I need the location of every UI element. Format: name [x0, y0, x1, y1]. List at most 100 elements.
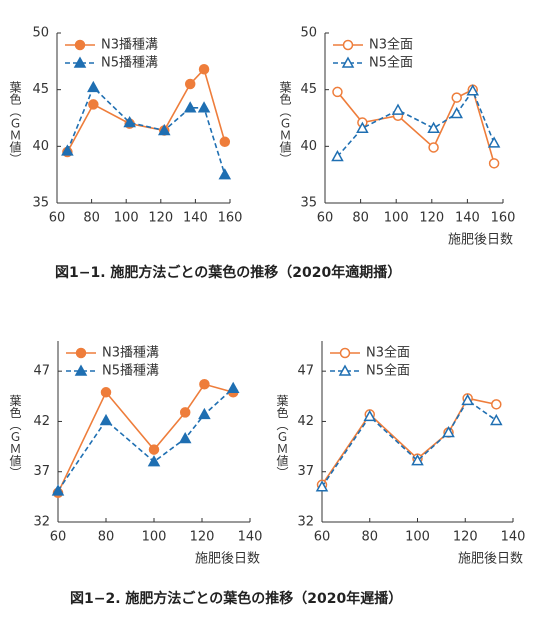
- legend-marker: [339, 347, 351, 359]
- point: [157, 123, 171, 136]
- point: [88, 99, 99, 110]
- point: [226, 381, 240, 394]
- point: [451, 92, 462, 103]
- point: [199, 378, 210, 390]
- legend-marker: [73, 56, 87, 68]
- point: [148, 444, 160, 455]
- point: [147, 455, 161, 467]
- point: [218, 168, 232, 180]
- x-tick-label: 60: [50, 530, 67, 545]
- y-tick-label: 35: [32, 196, 49, 211]
- point: [198, 64, 210, 75]
- x-tick-label: 140: [183, 211, 208, 226]
- legend-marker: [74, 364, 88, 376]
- point: [391, 103, 405, 115]
- point: [198, 407, 211, 420]
- series-line: [321, 399, 497, 488]
- point: [197, 101, 211, 113]
- y-tick-label: 45: [32, 82, 49, 97]
- point: [51, 484, 65, 496]
- x-tick-label: 160: [218, 211, 243, 226]
- caption: 図1−1. 施肥方法ごとの葉色の推移（2020年適期播）: [55, 264, 401, 281]
- y-tick-label: 40: [32, 139, 49, 154]
- y-axis-label: 葉色（ＧＭ値）: [8, 394, 22, 478]
- legend-label: N5全面: [369, 55, 413, 71]
- point: [87, 80, 100, 93]
- y-tick-label: 40: [300, 139, 317, 154]
- series-line: [321, 397, 497, 486]
- point: [179, 407, 191, 418]
- series-line: [57, 387, 234, 492]
- point: [487, 136, 501, 148]
- legend-marker: [341, 56, 355, 68]
- y-tick-label: 45: [300, 82, 317, 97]
- point: [490, 413, 503, 426]
- x-tick-label: 60: [49, 211, 66, 226]
- x-tick-label: 140: [455, 211, 480, 226]
- legend-label: N5播種溝: [101, 55, 158, 71]
- point: [461, 393, 474, 406]
- x-tick-label: 60: [314, 530, 331, 545]
- x-tick-label: 120: [148, 211, 173, 226]
- y-tick-label: 32: [33, 515, 50, 530]
- x-tick-label: 140: [501, 530, 526, 545]
- point: [183, 101, 197, 113]
- y-tick-label: 47: [297, 364, 314, 379]
- y-axis-label: 葉色（ＧＭ値）: [278, 81, 292, 165]
- point: [100, 387, 112, 398]
- legend-marker: [342, 39, 354, 51]
- x-tick-label: 80: [352, 211, 369, 226]
- y-tick-label: 50: [32, 26, 49, 41]
- x-tick-label: 60: [317, 211, 334, 226]
- point: [315, 480, 329, 492]
- x-tick-label: 100: [405, 530, 430, 545]
- x-tick-label: 80: [83, 211, 100, 226]
- point: [427, 121, 440, 133]
- legend-label: N3播種溝: [101, 37, 158, 53]
- x-tick-label: 140: [238, 530, 263, 545]
- x-tick-label: 100: [114, 211, 139, 226]
- y-tick-label: 42: [297, 414, 314, 429]
- y-tick-label: 37: [33, 464, 50, 479]
- point: [428, 142, 439, 153]
- point: [123, 115, 136, 128]
- y-axis-label: 葉色（ＧＭ値）: [8, 81, 22, 165]
- x-tick-label: 80: [361, 530, 378, 545]
- y-tick-label: 47: [33, 364, 50, 379]
- point: [442, 425, 455, 438]
- y-tick-label: 35: [300, 196, 317, 211]
- x-tick-label: 100: [384, 211, 409, 226]
- point: [99, 413, 113, 426]
- point: [411, 454, 424, 466]
- y-tick-label: 42: [33, 414, 50, 429]
- x-tick-label: 120: [419, 211, 444, 226]
- legend-label: N3全面: [369, 37, 413, 53]
- legend-label: N3播種溝: [102, 345, 159, 361]
- point: [184, 78, 196, 90]
- x-axis-label: 施肥後日数: [458, 552, 523, 567]
- point: [488, 158, 500, 169]
- legend-label: N3全面: [366, 345, 410, 361]
- x-tick-label: 120: [453, 530, 478, 545]
- point: [356, 121, 369, 133]
- x-tick-label: 160: [491, 211, 516, 226]
- point: [61, 144, 74, 156]
- point: [219, 136, 231, 148]
- point: [332, 86, 343, 98]
- point: [363, 409, 377, 422]
- x-axis-label: 施肥後日数: [195, 552, 260, 567]
- legend-label: N5播種溝: [102, 363, 159, 379]
- x-axis-label: 施肥後日数: [448, 233, 513, 248]
- x-tick-label: 80: [98, 530, 115, 545]
- caption: 図1−2. 施肥方法ごとの葉色の推移（2020年遅播）: [70, 590, 402, 607]
- y-tick-label: 32: [297, 515, 314, 530]
- y-axis-label: 葉色（ＧＭ値）: [275, 394, 289, 478]
- legend-marker: [338, 364, 352, 376]
- point: [178, 431, 192, 444]
- y-tick-label: 37: [297, 464, 314, 479]
- legend-label: N5全面: [366, 363, 410, 379]
- legend-marker: [74, 39, 86, 51]
- x-tick-label: 100: [142, 530, 167, 545]
- point: [331, 149, 344, 162]
